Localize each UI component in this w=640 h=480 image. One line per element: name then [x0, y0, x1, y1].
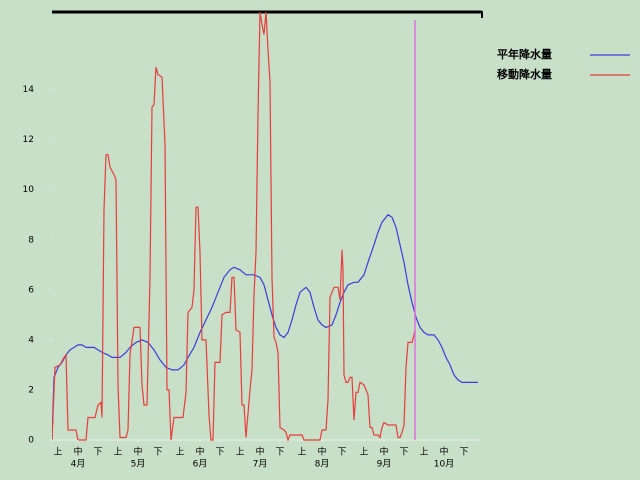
- x-tick-label: 上: [235, 447, 244, 458]
- x-tick-label: 上: [113, 447, 122, 458]
- y-tick-label: 12: [23, 135, 34, 145]
- x-tick-label: 下: [337, 448, 346, 458]
- x-tick-label: 下: [153, 448, 162, 458]
- y-tick-label: 10: [23, 185, 35, 195]
- x-tick-label: 下: [215, 448, 224, 458]
- month-label: 5月: [131, 459, 146, 470]
- month-label: 6月: [193, 459, 208, 470]
- x-tick-label: 下: [399, 448, 408, 458]
- x-tick-label: 中: [195, 446, 204, 458]
- x-tick-label: 下: [93, 448, 102, 458]
- x-tick-label: 中: [379, 446, 388, 458]
- y-tick-label: 14: [23, 85, 35, 95]
- series-line: [52, 12, 416, 442]
- plot-area: [52, 12, 478, 442]
- x-tick-label: 中: [439, 446, 448, 458]
- x-tick-label: 中: [133, 446, 142, 458]
- x-tick-label: 下: [459, 448, 468, 458]
- legend-label: 移動降水量: [497, 67, 552, 81]
- month-label: 8月: [315, 459, 330, 470]
- month-label: 10月: [434, 459, 454, 470]
- month-label: 9月: [377, 459, 392, 470]
- x-tick-label: 中: [255, 446, 264, 458]
- legend-label: 平年降水量: [497, 47, 552, 61]
- y-tick-label: 8: [28, 235, 34, 245]
- x-tick-label: 上: [419, 447, 428, 458]
- x-tick-label: 上: [53, 447, 62, 458]
- month-label: 4月: [71, 459, 86, 470]
- x-tick-label: 上: [297, 447, 306, 458]
- x-tick-label: 中: [317, 446, 326, 458]
- y-tick-label: 0: [28, 436, 34, 446]
- y-tick-label: 4: [28, 335, 34, 345]
- x-tick-label: 下: [275, 448, 284, 458]
- x-tick-label: 上: [175, 447, 184, 458]
- y-tick-label: 2: [28, 385, 34, 395]
- x-tick-label: 上: [359, 447, 368, 458]
- series-line: [52, 213, 478, 441]
- y-tick-label: 6: [28, 285, 34, 295]
- month-label: 7月: [253, 459, 268, 470]
- x-tick-label: 中: [73, 446, 82, 458]
